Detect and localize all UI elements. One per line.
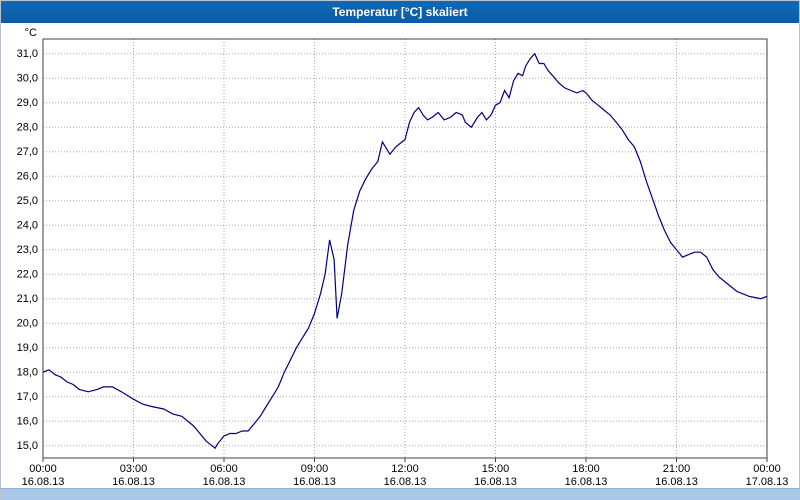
window-title: Temperatur [°C] skaliert [332, 5, 468, 19]
svg-text:00:00: 00:00 [753, 463, 781, 475]
svg-text:28,0: 28,0 [17, 122, 38, 134]
svg-text:17,0: 17,0 [17, 391, 38, 403]
svg-text:22,0: 22,0 [17, 269, 38, 281]
horizontal-scrollbar[interactable] [1, 488, 799, 500]
svg-text:15,0: 15,0 [17, 440, 38, 452]
svg-text:24,0: 24,0 [17, 220, 38, 232]
svg-text:16.08.13: 16.08.13 [112, 476, 155, 488]
svg-text:18,0: 18,0 [17, 367, 38, 379]
svg-text:17.08.13: 17.08.13 [746, 476, 789, 488]
svg-text:16.08.13: 16.08.13 [474, 476, 517, 488]
svg-text:00:00: 00:00 [29, 463, 57, 475]
svg-text:12:00: 12:00 [391, 463, 419, 475]
svg-text:°C: °C [25, 27, 37, 39]
svg-text:15:00: 15:00 [482, 463, 510, 475]
svg-text:26,0: 26,0 [17, 171, 38, 183]
svg-text:09:00: 09:00 [301, 463, 329, 475]
svg-text:19,0: 19,0 [17, 342, 38, 354]
svg-text:21,0: 21,0 [17, 293, 38, 305]
svg-text:16,0: 16,0 [17, 416, 38, 428]
svg-text:23,0: 23,0 [17, 244, 38, 256]
svg-text:16.08.13: 16.08.13 [655, 476, 698, 488]
svg-text:16.08.13: 16.08.13 [203, 476, 246, 488]
svg-text:30,0: 30,0 [17, 73, 38, 85]
svg-text:27,0: 27,0 [17, 146, 38, 158]
svg-text:20,0: 20,0 [17, 318, 38, 330]
svg-text:29,0: 29,0 [17, 97, 38, 109]
temperature-chart: °C 31,0 30,0 29,0 28,0 27,0 26,0 25,0 24,0 23,0 22… [1, 23, 799, 488]
svg-text:16.08.13: 16.08.13 [22, 476, 65, 488]
svg-text:16.08.13: 16.08.13 [293, 476, 336, 488]
svg-text:06:00: 06:00 [210, 463, 238, 475]
svg-text:31,0: 31,0 [17, 48, 38, 60]
svg-text:21:00: 21:00 [663, 463, 691, 475]
svg-text:03:00: 03:00 [120, 463, 148, 475]
svg-text:18:00: 18:00 [572, 463, 600, 475]
svg-text:25,0: 25,0 [17, 195, 38, 207]
svg-text:16.08.13: 16.08.13 [565, 476, 608, 488]
svg-text:16.08.13: 16.08.13 [384, 476, 427, 488]
window-title-bar: Temperatur [°C] skaliert [1, 1, 799, 23]
chart-canvas: °C 31,0 30,0 29,0 28,0 27,0 26,0 25,0 24,0 23,0 22… [17, 27, 789, 488]
